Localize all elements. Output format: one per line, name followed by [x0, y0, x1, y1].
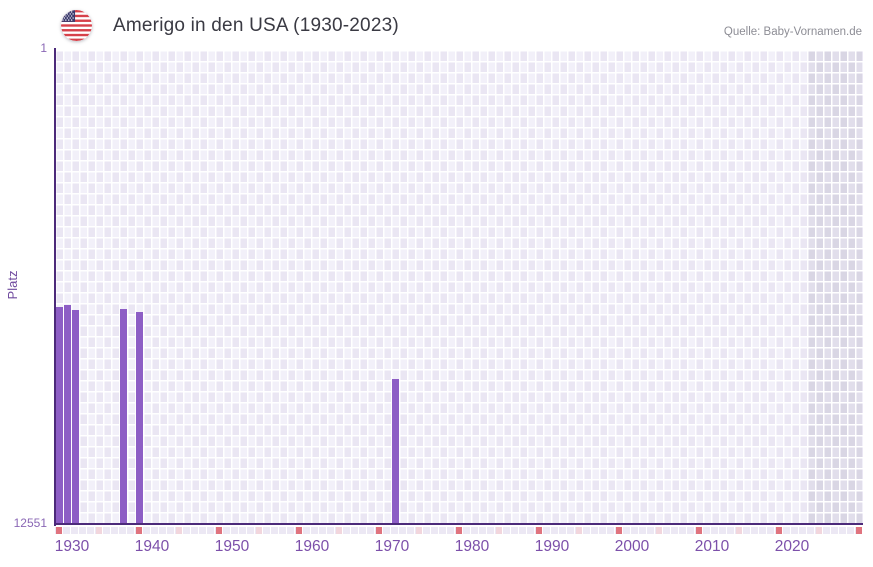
decade-tick-mark	[375, 526, 383, 534]
decade-tick-mark	[535, 526, 543, 534]
half-decade-tick-mark	[735, 526, 743, 534]
half-decade-tick-mark	[335, 526, 343, 534]
decade-tick-mark	[775, 526, 783, 534]
x-axis-line	[53, 523, 863, 526]
future-years-shaded-region	[807, 50, 862, 523]
half-decade-tick-mark	[95, 526, 103, 534]
x-axis-tick-label: 1940	[134, 538, 170, 555]
x-axis-tick-label: 2010	[694, 538, 730, 555]
x-axis-tick-label: 1960	[294, 538, 330, 555]
bar[interactable]	[135, 312, 143, 525]
source-credit: Quelle: Baby-Vornamen.de	[723, 26, 862, 38]
us-flag-icon	[61, 10, 92, 41]
decade-tick-mark	[135, 526, 143, 534]
half-decade-tick-mark	[415, 526, 423, 534]
bar[interactable]	[63, 304, 71, 525]
bar[interactable]	[119, 309, 127, 525]
decade-tick-mark	[215, 526, 223, 534]
x-axis-tick-label: 1950	[214, 538, 250, 555]
half-decade-tick-mark	[255, 526, 263, 534]
half-decade-tick-mark	[815, 526, 823, 534]
bar[interactable]	[55, 307, 63, 525]
half-decade-tick-mark	[495, 526, 503, 534]
decade-tick-mark	[55, 526, 63, 534]
us-flag-graphic	[61, 10, 92, 41]
half-decade-tick-mark	[655, 526, 663, 534]
x-axis-tick-label: 1990	[534, 538, 570, 555]
year-tick-row	[55, 526, 863, 534]
decade-tick-mark	[695, 526, 703, 534]
x-axis-tick-label: 1930	[54, 538, 90, 555]
half-decade-tick-mark	[575, 526, 583, 534]
bar[interactable]	[391, 379, 399, 525]
decade-tick-mark	[295, 526, 303, 534]
y-axis-bottom-tick-label: 12551	[13, 516, 47, 530]
decade-tick-mark	[615, 526, 623, 534]
chart-header: Amerigo in den USA (1930-2023) Quelle: B…	[0, 0, 873, 50]
x-axis-tick-label: 1980	[454, 538, 490, 555]
bar[interactable]	[71, 309, 79, 525]
decade-tick-mark	[855, 526, 863, 534]
x-axis-tick-label: 2020	[774, 538, 810, 555]
x-axis-tick-label: 1970	[374, 538, 410, 555]
x-axis-tick-label: 2000	[614, 538, 650, 555]
y-axis-line	[53, 48, 56, 526]
y-axis-title: Platz	[5, 270, 20, 300]
plot-area[interactable]	[55, 50, 863, 525]
page-title: Amerigo in den USA (1930-2023)	[113, 15, 399, 36]
y-axis-top-tick-label: 1	[40, 41, 47, 55]
decade-tick-mark	[455, 526, 463, 534]
half-decade-tick-mark	[175, 526, 183, 534]
